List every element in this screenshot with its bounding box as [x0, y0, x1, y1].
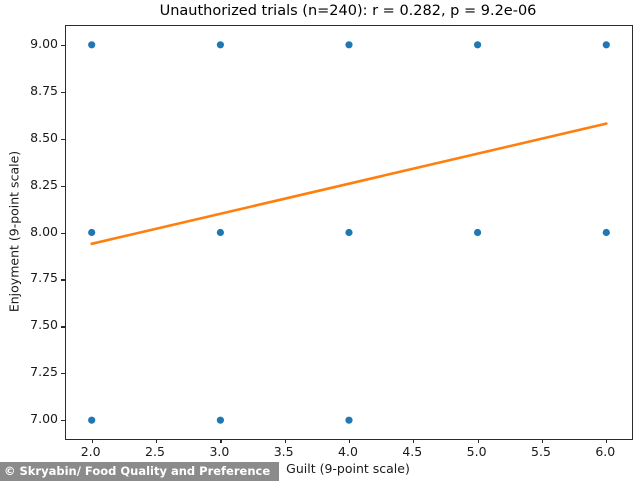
- y-tick-mark: [61, 279, 65, 281]
- x-tick-mark: [413, 439, 415, 443]
- x-tick-label: 3.0: [209, 444, 230, 459]
- x-tick-label: 3.5: [273, 444, 294, 459]
- scatter-point: [88, 228, 96, 237]
- scatter-point: [345, 416, 353, 424]
- x-tick-mark: [220, 439, 222, 443]
- x-tick-label: 4.5: [402, 444, 423, 459]
- x-tick-label: 4.0: [338, 444, 358, 459]
- scatter-point: [88, 416, 96, 424]
- y-tick-label: 7.50: [30, 317, 58, 333]
- x-tick-mark: [606, 439, 608, 443]
- y-tick-label: 8.25: [30, 176, 58, 192]
- y-tick-label: 8.00: [30, 223, 58, 239]
- x-tick-label: 6.0: [595, 444, 616, 459]
- x-tick-mark: [477, 439, 479, 443]
- y-tick-mark: [61, 420, 65, 422]
- y-tick-mark: [61, 326, 65, 328]
- y-tick-label: 7.00: [30, 411, 58, 427]
- x-tick-label: 5.5: [531, 444, 551, 459]
- scatter-point: [345, 228, 353, 237]
- scatter-point: [474, 41, 482, 49]
- y-tick-label: 7.25: [30, 364, 58, 380]
- x-tick-mark: [156, 439, 158, 443]
- y-tick-label: 7.75: [30, 270, 58, 286]
- y-tick-mark: [61, 232, 65, 234]
- scatter-point: [216, 41, 224, 49]
- watermark-credit: © Skryabin/ Food Quality and Preference: [0, 462, 280, 481]
- scatter-point: [474, 228, 482, 237]
- scatter-point: [345, 41, 353, 49]
- scatter-point: [216, 228, 224, 237]
- trend-line: [90, 122, 608, 246]
- y-tick-mark: [61, 44, 65, 46]
- x-tick-mark: [542, 439, 544, 443]
- x-tick-label: 5.0: [466, 444, 487, 459]
- y-tick-label: 9.00: [30, 35, 58, 51]
- scatter-point: [602, 41, 610, 49]
- x-tick-label: 2.0: [80, 444, 101, 459]
- x-axis-label: Guilt (9-point scale): [286, 461, 410, 476]
- y-tick-label: 8.50: [30, 129, 58, 145]
- scatter-point: [88, 41, 96, 49]
- scatter-canvas: [88, 41, 610, 424]
- y-axis-label: Enjoyment (9-point scale): [6, 150, 22, 313]
- y-tick-mark: [61, 373, 65, 375]
- x-tick-mark: [349, 439, 351, 443]
- chart-title: Unauthorized trials (n=240): r = 0.282, …: [159, 3, 537, 19]
- x-tick-label: 2.5: [145, 444, 165, 459]
- y-tick-label: 8.75: [30, 82, 58, 98]
- x-tick-mark: [284, 439, 286, 443]
- y-tick-mark: [61, 185, 65, 187]
- y-tick-mark: [61, 138, 65, 140]
- scatter-point: [216, 416, 224, 424]
- plot-area: [61, 25, 633, 443]
- scatter-point: [602, 228, 610, 237]
- x-tick-mark: [91, 439, 93, 443]
- y-tick-mark: [61, 91, 65, 93]
